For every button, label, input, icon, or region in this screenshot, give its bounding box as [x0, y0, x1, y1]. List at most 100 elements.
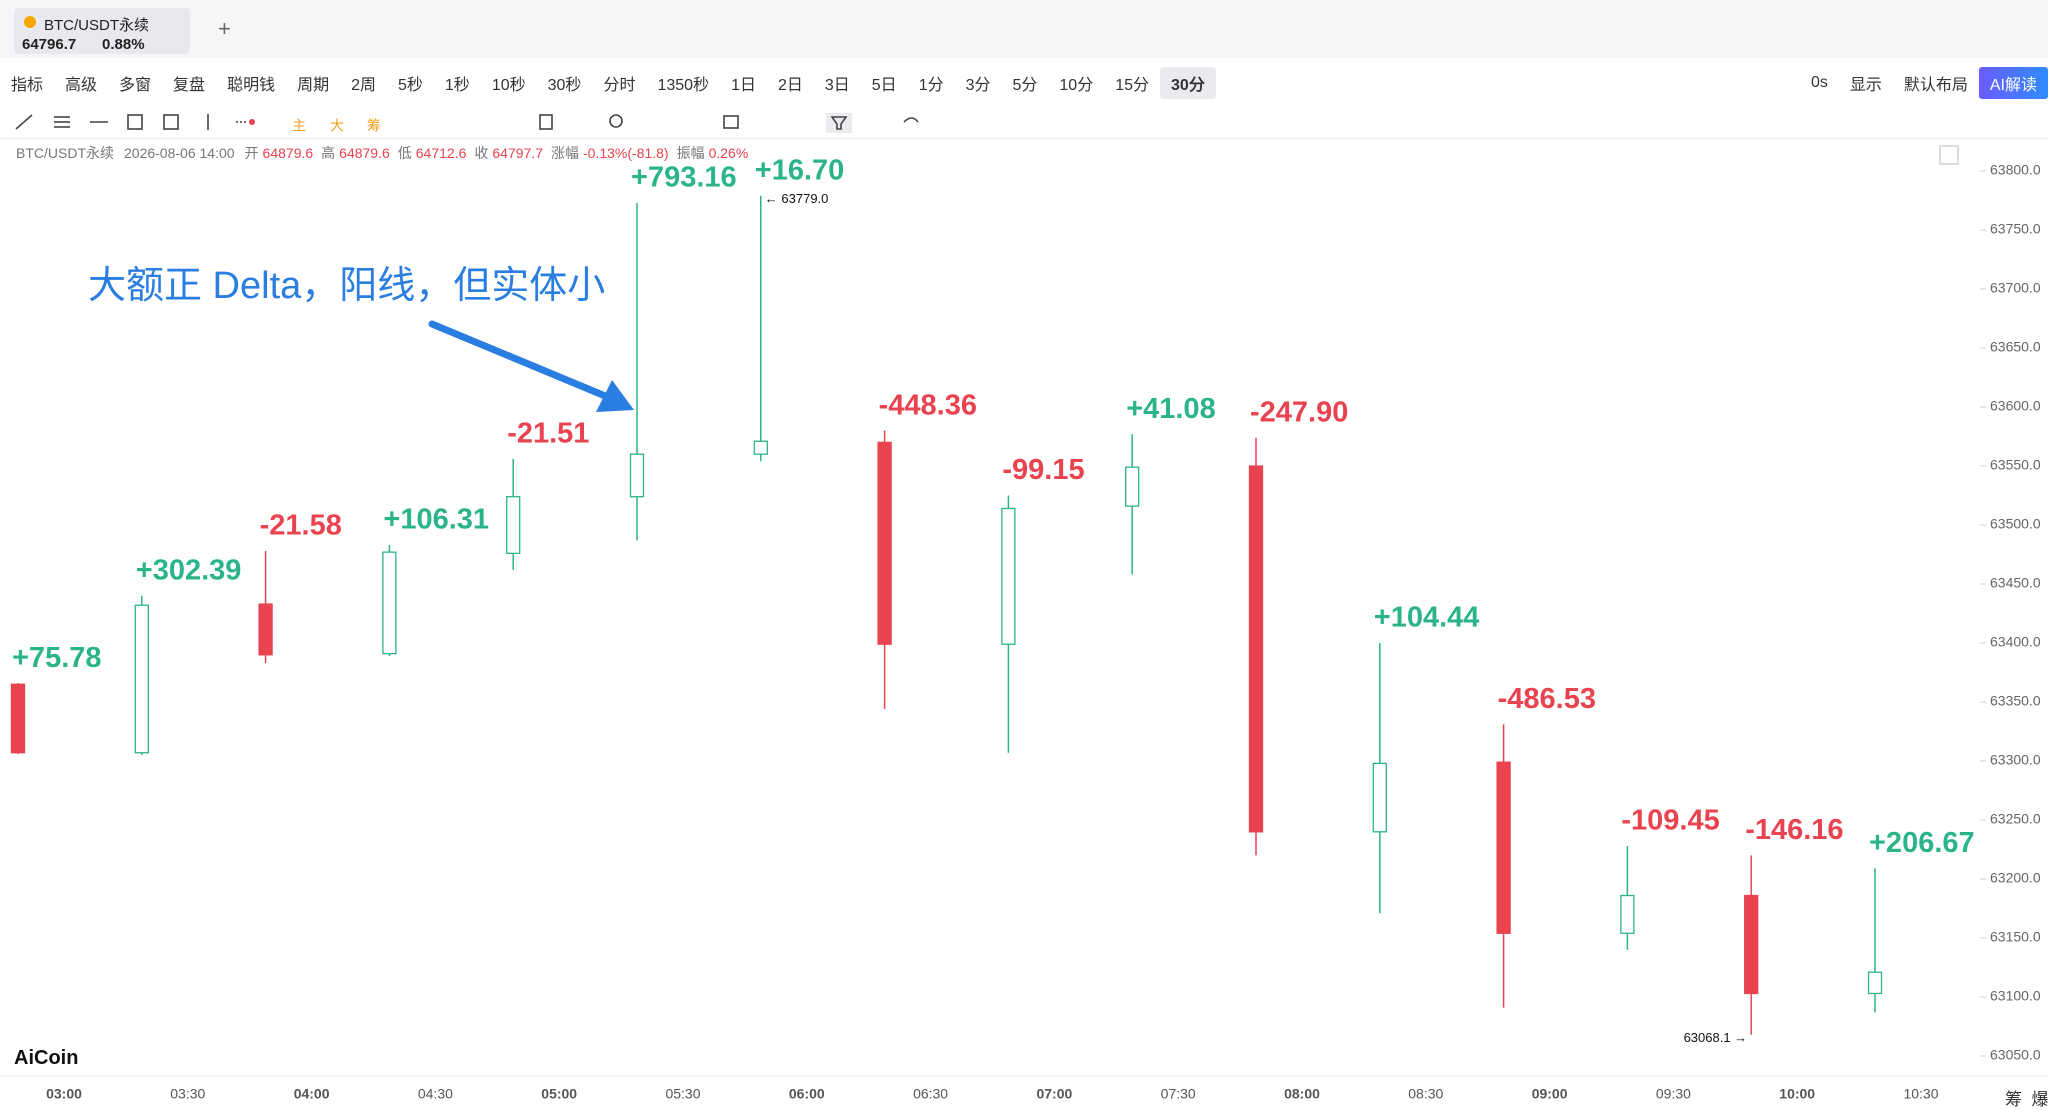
x-tick-label: 04:30 [418, 1086, 453, 1102]
delta-label: -109.45 [1621, 805, 1719, 837]
drawing-toolbar: 主大筹 [0, 104, 2048, 139]
callout-text: 大额正 Delta，阳线，但实体小 [88, 265, 605, 307]
svg-text:主: 主 [292, 118, 306, 134]
delta-label: -99.15 [1002, 454, 1084, 486]
toolbar-button[interactable]: 5日 [871, 77, 897, 94]
price-annotation: 63068.1 → [1684, 1030, 1748, 1045]
toolbar-button[interactable]: 1分 [918, 77, 944, 94]
toolbar-button[interactable]: 15分 [1115, 77, 1150, 94]
candle-body [877, 441, 892, 645]
x-tick-label: 07:30 [1161, 1086, 1196, 1102]
toolbar-button[interactable]: 1秒 [444, 77, 470, 94]
drawing-icons: 主大筹 [15, 113, 919, 134]
candle-body [258, 603, 273, 656]
candle-body [10, 683, 26, 754]
x-tick-label: 04:00 [294, 1086, 330, 1102]
ohlc-info: BTC/USDT永续 2026-08-06 14:00 开 64879.6 高 64879… [16, 143, 756, 163]
y-tick-label: 63700.0 [1990, 280, 2041, 296]
toolbar-button[interactable]: 3日 [824, 77, 850, 94]
svg-text:筹: 筹 [367, 118, 381, 134]
side-label[interactable]: 爆 [2031, 1090, 2048, 1109]
delta-label: +75.78 [12, 642, 102, 674]
toolbar-button[interactable]: 分时 [603, 77, 636, 94]
x-tick-label: 05:30 [665, 1086, 700, 1102]
candle-body [1867, 971, 1883, 995]
delta-label: +16.70 [755, 154, 845, 186]
toolbar-button[interactable]: 复盘 [173, 77, 206, 94]
info-key: 涨幅 [550, 145, 579, 161]
toolbar-button[interactable]: 指标 [11, 77, 44, 94]
toolbar-button[interactable]: 显示 [1849, 77, 1882, 94]
toolbar-button[interactable]: 30秒 [547, 77, 582, 94]
x-tick-label: 09:30 [1656, 1086, 1691, 1102]
toolbar-button[interactable]: 高级 [65, 77, 98, 94]
delta-label: -21.51 [507, 418, 589, 450]
toolbar-button[interactable]: 5分 [1012, 77, 1038, 94]
info-symbol: BTC/USDT永续 [16, 145, 114, 161]
x-tick-label: 09:00 [1532, 1086, 1568, 1102]
delta-label: -448.36 [879, 389, 977, 421]
y-tick-label: 63450.0 [1990, 575, 2041, 591]
toolbar-button[interactable]: 聪明钱 [227, 77, 276, 94]
candle-body [1496, 761, 1511, 934]
toolbar-button[interactable]: 30分 [1160, 67, 1216, 99]
delta-label: +793.16 [631, 162, 737, 194]
tab-price: 64796.7 [22, 36, 77, 53]
toolbar-button[interactable]: 默认布局 [1903, 77, 1968, 94]
info-value: -0.13%(-81.8) [582, 145, 669, 161]
svg-text:大: 大 [330, 118, 344, 134]
x-tick-label: 10:00 [1779, 1086, 1815, 1102]
expand-icon[interactable] [1939, 145, 1959, 165]
info-key: 低 [397, 145, 412, 161]
callout-arrowhead [596, 380, 634, 412]
tab-title: BTC/USDT永续 [44, 17, 150, 34]
x-tick-label: 06:00 [789, 1086, 825, 1102]
x-tick-label: 03:30 [170, 1086, 205, 1102]
delta-label: +206.67 [1869, 827, 1975, 859]
candle-body [1125, 466, 1140, 507]
toolbar-button[interactable]: 2日 [777, 77, 803, 94]
toolbar-button[interactable]: 10分 [1059, 77, 1094, 94]
info-value: 64797.7 [492, 145, 543, 161]
y-tick-label: 63650.0 [1990, 339, 2041, 355]
toolbar-button[interactable]: 10秒 [491, 77, 526, 94]
y-tick-label: 63750.0 [1990, 221, 2041, 237]
toolbar-button[interactable]: 0s [1810, 74, 1828, 91]
delta-label: -21.58 [260, 510, 342, 542]
candle-body [1620, 894, 1635, 934]
toolbar-button[interactable]: 3分 [965, 77, 991, 94]
y-tick-label: 63150.0 [1990, 929, 2041, 945]
toolbar-button[interactable]: 1350秒 [657, 77, 710, 94]
x-tick-label: 03:00 [46, 1086, 82, 1102]
toolbar-button[interactable]: 周期 [297, 77, 330, 94]
coin-icon [24, 16, 36, 28]
info-key: 高 [321, 145, 336, 161]
info-time: 2026-08-06 14:00 [124, 145, 235, 161]
x-tick-label: 06:30 [913, 1086, 948, 1102]
tab[interactable]: BTC/USDT永续 64796.7 0.88% [14, 8, 190, 54]
info-value: 64879.6 [262, 145, 314, 161]
toolbar-button[interactable]: 1日 [731, 77, 756, 94]
side-label[interactable]: 筹 [2005, 1090, 2022, 1109]
x-tick-label: 08:00 [1284, 1086, 1320, 1102]
ai-button[interactable]: AI解读 [1978, 67, 2048, 99]
toolbar-button[interactable]: 5秒 [398, 77, 423, 94]
add-tab[interactable]: + [218, 16, 231, 41]
x-tick-label: 05:00 [541, 1086, 577, 1102]
candle-body [1744, 894, 1759, 995]
delta-label: -247.90 [1250, 396, 1348, 428]
y-tick-label: 63550.0 [1990, 457, 2041, 473]
y-tick-label: 63050.0 [1990, 1047, 2041, 1063]
x-tick-label: 10:30 [1903, 1086, 1938, 1102]
toolbar-button[interactable]: 2周 [351, 77, 376, 94]
toolbar-button[interactable]: 多窗 [119, 77, 152, 94]
side-labels: 筹 爆 [2005, 1085, 2048, 1110]
candle-body [1372, 762, 1387, 833]
candle-body [506, 496, 521, 554]
candle-body [1001, 507, 1016, 645]
tab-bar: BTC/USDT永续 64796.7 0.88% + [0, 0, 2048, 58]
y-tick-label: 63350.0 [1990, 693, 2041, 709]
info-value: 64879.6 [339, 145, 390, 161]
candle-body [382, 551, 397, 655]
delta-label: +302.39 [136, 554, 242, 586]
